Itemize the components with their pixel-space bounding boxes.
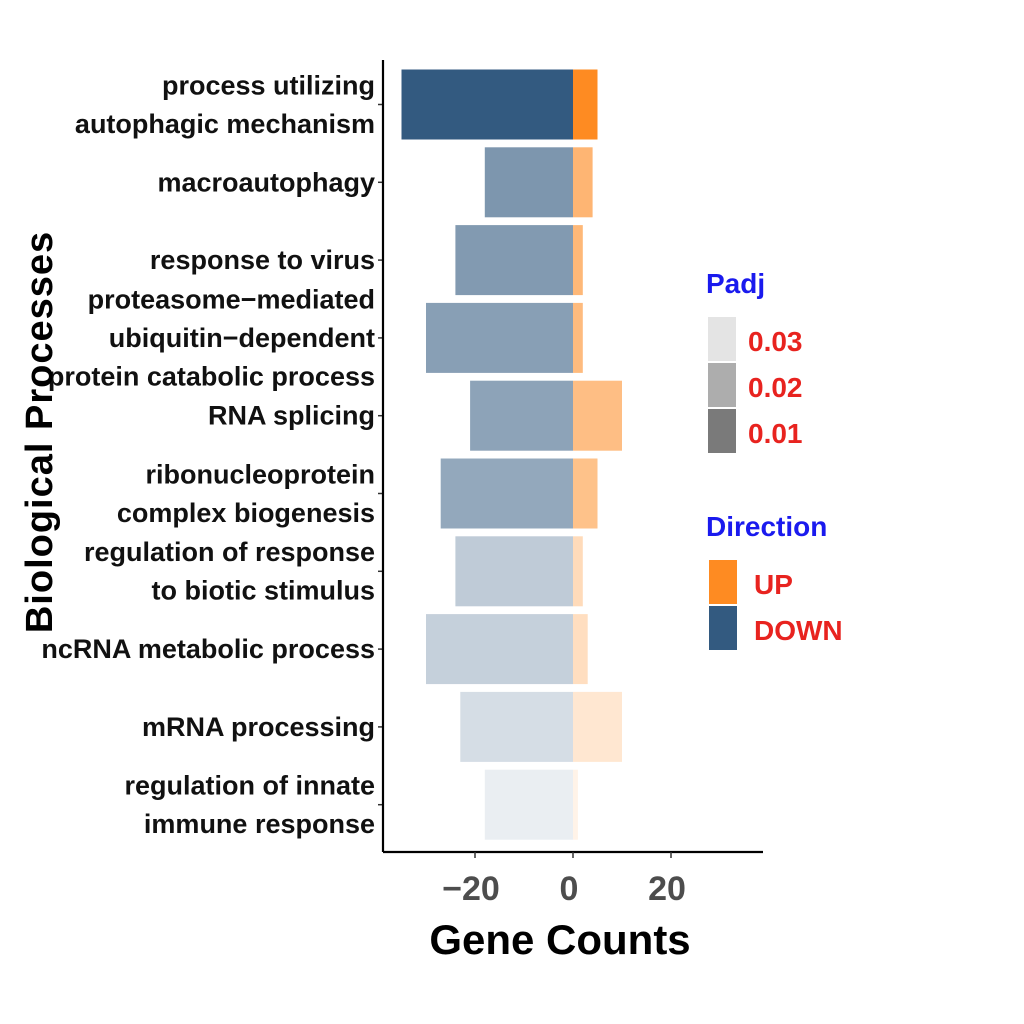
x-axis-title: Gene Counts xyxy=(429,916,690,963)
bar-up xyxy=(573,147,593,218)
legend: Padj 0.03 0.02 0.01 Direction UP DOWN xyxy=(706,268,843,650)
bar-down xyxy=(426,614,573,685)
bar-down xyxy=(401,69,573,140)
category-label: mRNA processing xyxy=(142,712,375,742)
x-tick-label: −20 xyxy=(442,870,500,908)
legend-direction-swatch xyxy=(709,560,737,604)
category-label: ncRNA metabolic process xyxy=(41,634,375,664)
category-label: process utilizing autophagic mechanism xyxy=(75,70,375,139)
legend-direction-label: DOWN xyxy=(754,615,843,646)
legend-padj-swatch xyxy=(708,363,736,407)
x-tick-label: 20 xyxy=(648,870,686,908)
bar-up xyxy=(573,769,578,840)
bar-up xyxy=(573,614,588,685)
legend-padj-title: Padj xyxy=(706,268,765,299)
bar-down xyxy=(484,147,573,218)
bars-group xyxy=(401,69,622,840)
category-label: regulation of innate immune response xyxy=(124,770,375,839)
legend-padj-label: 0.02 xyxy=(748,372,803,403)
legend-padj-label: 0.03 xyxy=(748,326,803,357)
category-label: proteasome−mediated ubiquitin−dependent pr… xyxy=(48,284,375,391)
bar-up xyxy=(573,691,622,762)
bar-down xyxy=(460,691,573,762)
legend-padj-swatch xyxy=(708,317,736,361)
bar-down xyxy=(470,380,573,451)
legend-padj-swatch xyxy=(708,409,736,453)
bar-up xyxy=(573,225,583,296)
legend-direction-label: UP xyxy=(754,569,793,600)
legend-direction-title: Direction xyxy=(706,511,827,542)
category-label: ribonucleoprotein complex biogenesis xyxy=(117,459,375,528)
category-label: response to virus xyxy=(150,245,375,275)
bar-up xyxy=(573,536,583,607)
bar-down xyxy=(484,769,573,840)
bar-down xyxy=(426,302,573,373)
y-axis-title: Biological Processes xyxy=(19,231,61,633)
bar-down xyxy=(440,458,573,529)
x-ticks: −20 0 20 xyxy=(442,852,686,908)
bar-up xyxy=(573,380,622,451)
category-label: macroautophagy xyxy=(157,167,375,197)
bar-up xyxy=(573,458,598,529)
bar-down xyxy=(455,536,573,607)
category-label: RNA splicing xyxy=(208,401,375,431)
legend-padj-label: 0.01 xyxy=(748,418,803,449)
bar-up xyxy=(573,69,598,140)
bar-up xyxy=(573,302,583,373)
x-tick-label: 0 xyxy=(560,870,579,908)
legend-direction-swatch xyxy=(709,606,737,650)
category-labels: process utilizing autophagic mechanism mac… xyxy=(41,70,383,839)
category-label: regulation of response to biotic stimulus xyxy=(84,537,375,606)
bar-down xyxy=(455,225,573,296)
